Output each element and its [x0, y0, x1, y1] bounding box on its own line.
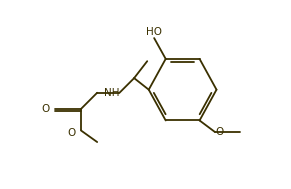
Text: NH: NH [104, 88, 120, 98]
Text: HO: HO [146, 27, 162, 37]
Text: O: O [67, 128, 76, 138]
Text: O: O [41, 104, 49, 114]
Text: O: O [215, 127, 223, 137]
